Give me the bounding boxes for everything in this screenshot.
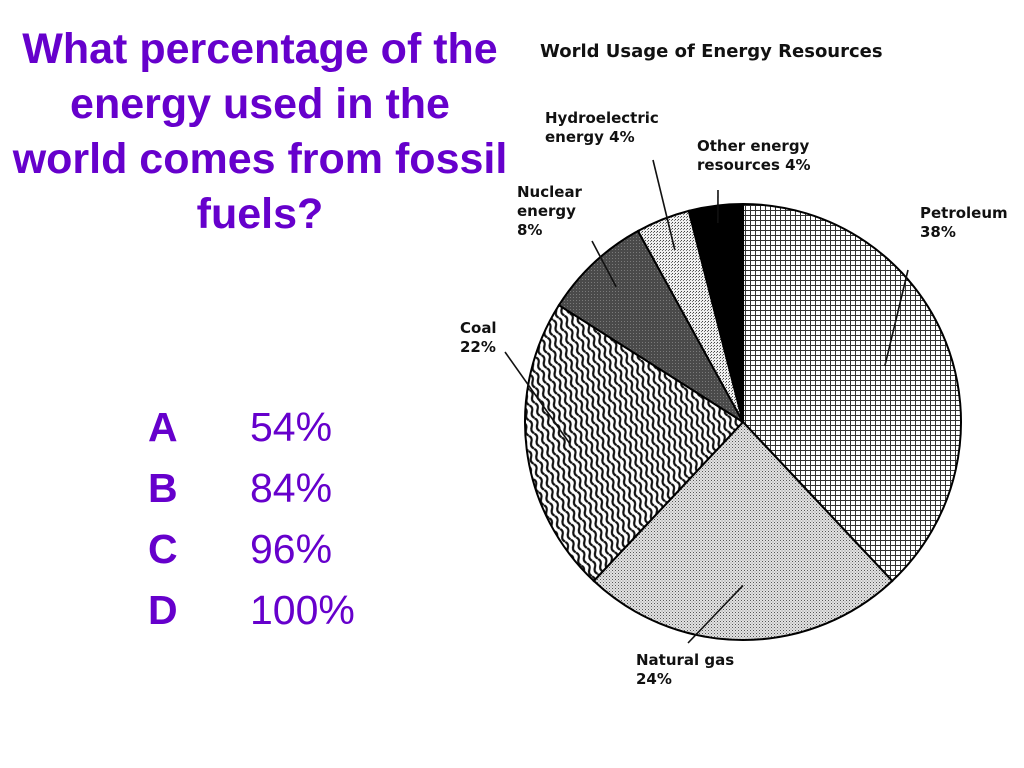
pie-slice-nuclear-energy bbox=[557, 229, 744, 423]
slice-label: Nuclear energy 8% bbox=[517, 183, 583, 239]
leader-line bbox=[884, 269, 909, 367]
choice-letter: B bbox=[148, 465, 178, 511]
leader-line bbox=[504, 351, 571, 445]
slice-label: Natural gas 24% bbox=[636, 651, 734, 688]
question-text: What percentage of the energy used in th… bbox=[12, 25, 508, 238]
slice-label: Other energy resources 4% bbox=[697, 137, 811, 174]
slice-label: Hydroelectric energy 4% bbox=[545, 109, 659, 146]
chart-title: World Usage of Energy Resources bbox=[540, 41, 883, 62]
choice-letter: C bbox=[148, 526, 178, 572]
choice-value: 96% bbox=[250, 526, 333, 572]
pie-slice-coal bbox=[524, 303, 745, 583]
leader-line bbox=[687, 584, 744, 644]
choice-letter: A bbox=[148, 404, 178, 450]
pie-slice-petroleum bbox=[742, 202, 962, 583]
leader-line bbox=[591, 240, 617, 288]
choice-value: 84% bbox=[250, 465, 333, 511]
pie-slice-natural-gas bbox=[592, 420, 894, 641]
choice-value: 100% bbox=[250, 587, 355, 633]
slice-label: Coal 22% bbox=[460, 319, 497, 356]
slice-label: Petroleum 38% bbox=[920, 204, 1008, 241]
choice-value: 54% bbox=[250, 404, 333, 450]
leader-line bbox=[652, 159, 676, 250]
pie-slice-other-energy-resources bbox=[687, 202, 744, 423]
choice-letter: D bbox=[148, 587, 178, 633]
